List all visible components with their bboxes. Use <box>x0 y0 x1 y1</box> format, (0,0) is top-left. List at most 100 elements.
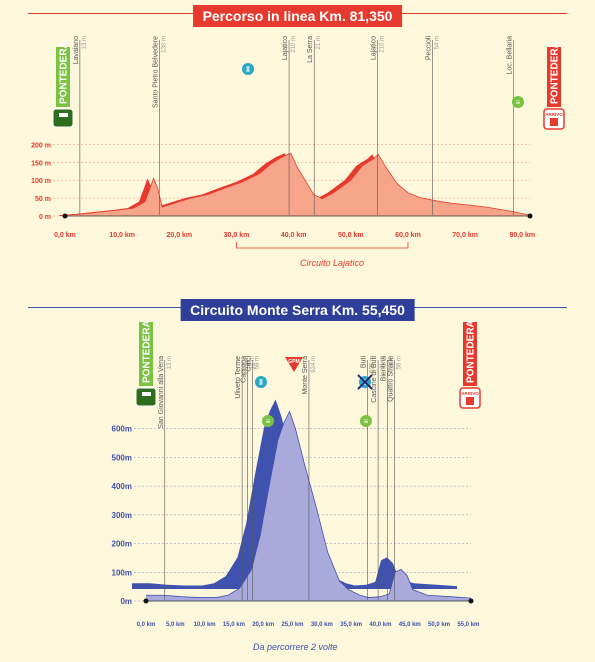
y-tick-label: 150 m <box>31 160 51 167</box>
place-label: Lajatico 210 m <box>371 36 386 60</box>
place-label: Loc. Bellaria <box>507 36 514 75</box>
start-flag-icon <box>52 108 74 128</box>
place-altitude: 210 m <box>380 36 386 53</box>
place-label: San Giovanni alla Vena 13 m <box>158 356 173 429</box>
place-label: Bientina 13 m <box>380 356 395 381</box>
finish-banner <box>463 322 477 386</box>
profile-line <box>146 410 472 599</box>
percorso-in-linea-panel: Percorso in linea Km. 81,350 0 m 50 m 100 … <box>0 0 595 285</box>
x-tick-label: 60,0 km <box>395 232 421 239</box>
start-banner-label-group: PONTEDERA <box>142 320 153 383</box>
profile-area <box>146 411 471 601</box>
place-name: San Giovanni alla Vena <box>158 356 165 429</box>
place-name: Lajatico <box>282 36 289 60</box>
place-label: Buti 105 m <box>361 356 376 373</box>
place-name: Loc. Bellaria <box>507 36 514 75</box>
start-banner <box>56 47 70 107</box>
place-label: Monte Serra 924 m <box>302 356 317 395</box>
circuit-note: Circuito Lajatico <box>300 258 365 268</box>
x-tick-label: 80,0 km <box>509 232 535 239</box>
supply-point-icon-2 <box>360 415 372 427</box>
place-name: Lavaiano <box>73 36 80 65</box>
place-name: La Serra <box>307 36 314 63</box>
place-altitude: 924 m <box>311 356 317 373</box>
place-altitude: 210 m <box>291 36 297 53</box>
place-label: Quattro Strade 56 m <box>388 356 403 402</box>
place-altitude: 13 m <box>389 356 395 369</box>
start-flag-icon <box>135 387 157 407</box>
footnote: Da percorrere 2 volte <box>253 642 338 652</box>
supply-point-icon <box>262 415 274 427</box>
finish-tag: ARRIVO <box>461 391 479 396</box>
x-tick-label: 0,0 km <box>137 622 156 628</box>
place-name: Quattro Strade <box>388 356 395 402</box>
x-tick-label: 40,0 km <box>281 232 307 239</box>
x-tick-label: 35,0 km <box>340 622 362 628</box>
x-tick-label: 25,0 km <box>282 622 304 628</box>
finish-label: PONTEDERA <box>466 320 477 383</box>
place-name: Calci <box>246 356 253 372</box>
profile-chart-1: 0 m 50 m 100 m 150 m 200 m 0,0 km 10,0 km 20,0 … <box>31 36 565 249</box>
finish-square <box>466 397 474 405</box>
feed-zone-icon <box>255 376 267 388</box>
start-dot <box>62 213 68 219</box>
place-label: Lajatico 210 m <box>282 36 297 60</box>
place-name: Caprona <box>240 356 247 383</box>
finish-label: PONTEDERA <box>550 41 561 104</box>
start-dot <box>143 598 149 604</box>
flag-shape <box>142 392 151 396</box>
place-altitude: 13 m <box>167 356 173 369</box>
circuit-bracket <box>236 242 409 249</box>
place-name: Monte Serra <box>302 356 309 395</box>
place-name: Santo Pietro Belvedere <box>152 36 159 108</box>
finish-dot <box>527 213 533 219</box>
finish-square <box>550 118 558 126</box>
place-label: Lavaiano 13 m <box>73 36 88 65</box>
x-tick-label: 55,0 km <box>457 622 479 628</box>
x-tick-label: 45,0 km <box>399 622 421 628</box>
finish-dot <box>468 598 474 604</box>
place-label: Peccioli 54 m <box>426 36 441 61</box>
x-tick-label: 20,0 km <box>252 622 274 628</box>
feed-zone-icon-glyph: ‖ <box>246 65 250 74</box>
start-label: PONTEDERA <box>142 320 153 383</box>
x-tick-label: 5,0 km <box>166 622 185 628</box>
supply-point-icon-glyph: ≡ <box>516 98 521 107</box>
place-name: Cascine di Buti <box>371 356 378 403</box>
place-label: Calci 58 m <box>246 356 261 372</box>
supply-point-icon <box>512 96 524 108</box>
y-tick-label: 500m <box>112 453 132 462</box>
profile-area <box>65 153 530 216</box>
x-tick-label: 30,0 km <box>224 232 250 239</box>
place-label: Santo Pietro Belvedere 130 m <box>152 36 167 108</box>
x-tick-label: 30,0 km <box>311 622 333 628</box>
start-banner <box>139 322 153 386</box>
finish-banner-label-group: PONTEDERA <box>550 41 561 104</box>
x-tick-label: 40,0 km <box>369 622 391 628</box>
no-feed-cross <box>357 374 373 390</box>
gpm-tag: GPM <box>288 359 299 365</box>
flag-shape <box>59 113 68 117</box>
x-tick-label: 70,0 km <box>452 232 478 239</box>
y-tick-label: 0m <box>120 597 132 606</box>
chart-title: Circuito Monte Serra Km. 55,450 <box>180 299 415 321</box>
y-tick-label: 100 m <box>31 178 51 185</box>
place-name: Peccioli <box>426 36 433 61</box>
place-altitude: 21 m <box>316 36 322 49</box>
place-altitude: 105 m <box>370 356 376 373</box>
place-altitude: 11 m <box>380 356 386 369</box>
place-name: Uliveto Terme <box>235 356 242 399</box>
y-tick-label: 300m <box>112 511 132 520</box>
place-label: Cascine di Buti 11 m <box>371 356 386 403</box>
place-name: Buti <box>361 356 368 369</box>
y-tick-label: 400m <box>112 482 132 491</box>
finish-banner-label-group: PONTEDERA <box>466 320 477 383</box>
x-tick-label: 50,0 km <box>428 622 450 628</box>
chart-title: Percorso in linea Km. 81,350 <box>192 5 403 27</box>
feed-zone-icon <box>242 63 254 75</box>
y-tick-label: 600m <box>112 425 132 434</box>
y-tick-label: 0 m <box>39 214 51 221</box>
finish-tag: ARRIVO <box>545 112 563 117</box>
place-altitude: 130 m <box>161 36 167 53</box>
x-tick-label: 0,0 km <box>54 232 76 239</box>
